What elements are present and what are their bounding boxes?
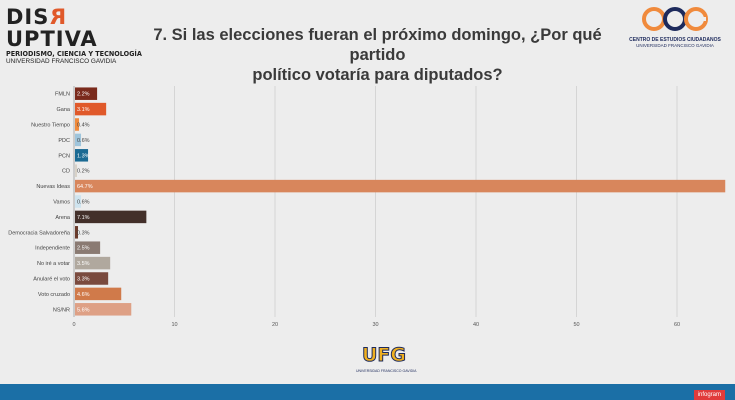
bar [75, 133, 82, 147]
category-label: No iré a votar [37, 261, 70, 267]
x-tick-label: 10 [171, 322, 177, 328]
disruptiva-logo: DISRUPTIVA PERIODISMO, CIENCIA Y TECNOLO… [6, 5, 142, 66]
cec-logo-mark [642, 7, 708, 31]
data-label: 0.4% [77, 123, 90, 129]
infogram-badge[interactable]: infogram [693, 390, 725, 400]
data-label: 3.5% [77, 261, 90, 267]
category-label: PCN [58, 153, 70, 159]
data-label: 7.1% [77, 215, 90, 221]
bar [75, 241, 101, 254]
x-tick-label: 40 [473, 322, 479, 328]
data-label: 0.6% [77, 138, 90, 144]
category-label: Democracia Salvadoreña [8, 230, 71, 236]
data-label: 2.2% [77, 92, 90, 98]
bar [75, 179, 726, 193]
bar [75, 272, 109, 285]
ufg-logo-text: UFG [362, 344, 406, 364]
data-label: 1.3% [77, 153, 90, 159]
category-label: Arena [55, 215, 71, 221]
category-label: Anularé el voto [33, 277, 70, 283]
data-label: 5.6% [77, 307, 90, 313]
chart-title: 7. Si las elecciones fueran el próximo d… [140, 25, 615, 85]
category-label: Independiente [35, 246, 70, 252]
category-label: Nuestro Tiempo [31, 123, 70, 129]
cec-logo-line1: CENTRO DE ESTUDIOS CIUDADANOS [629, 37, 721, 43]
chart-title-line2: político votaría para diputados? [252, 66, 503, 84]
data-label: 2.5% [77, 246, 90, 252]
category-label: Gana [57, 107, 71, 113]
bar [75, 164, 78, 177]
category-label: Voto cruzado [38, 292, 70, 298]
bar [75, 118, 80, 131]
ufg-logo: UFG UNIVERSIDAD FRANCISCO GAVIDIA [356, 344, 417, 374]
disruptiva-university: UNIVERSIDAD FRANCISCO GAVIDIA [6, 58, 117, 65]
x-tick-label: 20 [272, 322, 278, 328]
bar [75, 226, 79, 239]
category-label: NS/NR [53, 307, 70, 313]
disruptiva-wordmark: DISRUPTIVA [6, 5, 98, 51]
chart-title-line1: 7. Si las elecciones fueran el próximo d… [153, 26, 602, 64]
cec-logo: CENTRO DE ESTUDIOS CIUDADANOS UNIVERSIDA… [620, 6, 730, 49]
bar-chart: 0 10 20 30 40 50 60 FMLN 2.2% Gana 3.1% Nuestro Tie… [8, 86, 726, 328]
disruptiva-tagline: PERIODISMO, CIENCIA Y TECNOLOGÍA [6, 49, 142, 58]
x-tick-label: 0 [72, 322, 75, 328]
category-label: Nuevas Ideas [36, 184, 70, 190]
bar [75, 303, 132, 316]
x-tick-label: 50 [573, 322, 579, 328]
bar [75, 195, 82, 208]
bar [75, 102, 107, 116]
data-label: 4.6% [77, 292, 90, 298]
data-label: 3.3% [77, 277, 90, 283]
footer-bar: infogram [0, 384, 735, 400]
category-label: Vamos [53, 200, 70, 206]
bar [75, 87, 98, 100]
cec-logo-line2: UNIVERSIDAD FRANCISCO GAVIDIA [636, 43, 714, 48]
bar [75, 149, 89, 162]
data-label: 0.2% [77, 169, 90, 175]
data-label: 0.3% [77, 230, 90, 236]
bar [75, 210, 147, 224]
category-label: PDC [58, 138, 70, 144]
ufg-logo-mark: UFG [361, 344, 406, 367]
bar [75, 256, 111, 270]
category-label: FMLN [55, 92, 70, 98]
category-label: CD [62, 169, 70, 175]
ufg-logo-sub: UNIVERSIDAD FRANCISCO GAVIDIA [356, 369, 417, 373]
x-tick-label: 30 [372, 322, 378, 328]
data-label: 0.6% [77, 200, 90, 206]
x-tick-label: 60 [674, 322, 680, 328]
bar [75, 287, 122, 301]
data-label: 64.7% [77, 184, 93, 190]
data-label: 3.1% [77, 107, 90, 113]
